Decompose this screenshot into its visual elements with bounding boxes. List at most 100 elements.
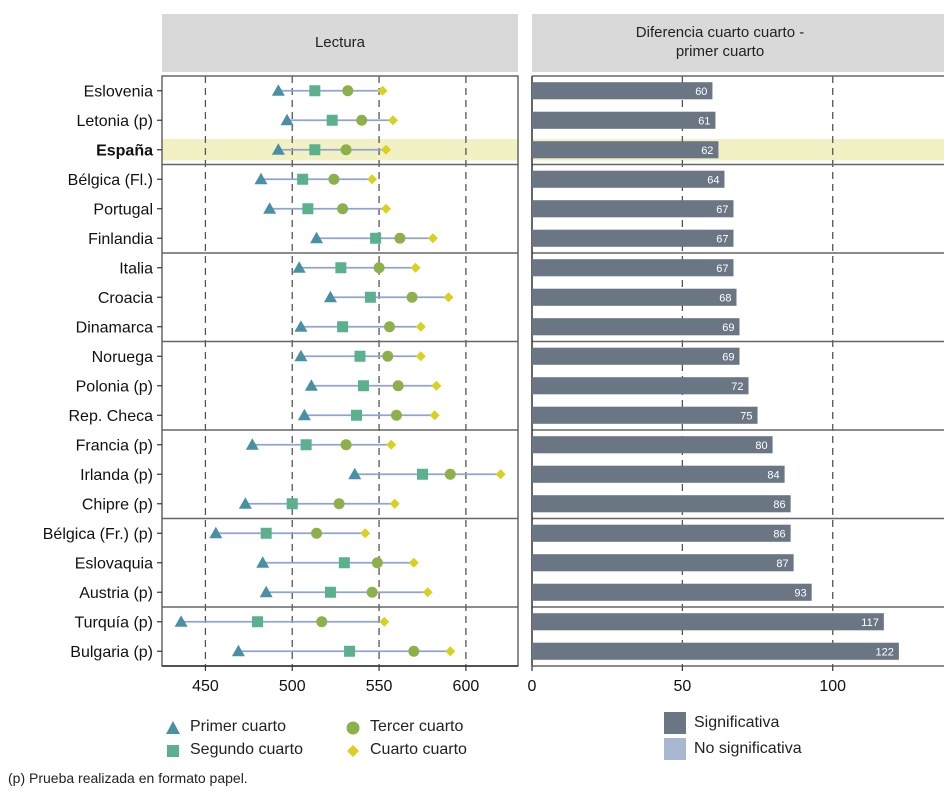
point-tercer xyxy=(340,144,352,156)
point-primer xyxy=(231,644,245,657)
point-tercer xyxy=(383,321,395,333)
point-primer xyxy=(256,556,270,568)
point-tercer xyxy=(311,527,323,539)
point-tercer xyxy=(392,380,404,392)
point-primer xyxy=(348,467,362,480)
category-label: Eslovaquia xyxy=(75,555,153,572)
legend-label: Segundo cuarto xyxy=(190,741,303,758)
point-segundo xyxy=(335,262,347,274)
bar xyxy=(532,406,758,424)
point-cuarto xyxy=(495,469,506,480)
category-label: Letonia (p) xyxy=(77,113,154,130)
bar xyxy=(532,141,719,159)
point-primer xyxy=(294,349,308,362)
point-segundo xyxy=(252,616,264,628)
point-segundo xyxy=(324,586,336,598)
point-segundo xyxy=(350,409,362,421)
point-cuarto xyxy=(386,439,397,450)
bar-value-label: 122 xyxy=(876,646,894,658)
category-label: Rep. Checa xyxy=(69,408,154,425)
bar-value-label: 87 xyxy=(776,558,788,570)
point-tercer xyxy=(408,645,420,657)
bar-value-label: 117 xyxy=(861,617,879,629)
point-cuarto xyxy=(387,115,398,126)
x-tick-label: 0 xyxy=(528,678,537,695)
point-cuarto xyxy=(431,380,442,391)
panel-title-left: Lectura xyxy=(315,34,366,51)
x-tick-label: 50 xyxy=(673,678,691,695)
bar-value-label: 61 xyxy=(698,115,710,127)
x-tick-label: 100 xyxy=(819,678,846,695)
point-segundo xyxy=(357,380,369,392)
point-tercer xyxy=(390,409,402,421)
point-cuarto xyxy=(381,203,392,214)
legend-label: Tercer cuarto xyxy=(370,718,464,735)
point-tercer xyxy=(356,114,368,126)
x-tick-label: 550 xyxy=(366,678,393,695)
point-primer xyxy=(304,379,318,391)
point-cuarto xyxy=(410,262,421,273)
bar xyxy=(532,554,794,572)
bar-value-label: 93 xyxy=(794,587,806,599)
point-primer xyxy=(259,585,273,598)
bar xyxy=(532,436,773,454)
panel-header-right xyxy=(532,14,944,72)
point-cuarto xyxy=(408,557,419,568)
point-tercer xyxy=(373,262,385,274)
bar-value-label: 80 xyxy=(755,440,767,452)
point-segundo xyxy=(344,645,356,657)
point-segundo xyxy=(286,498,298,510)
point-cuarto xyxy=(381,144,392,155)
bar xyxy=(532,170,725,188)
bar-value-label: 86 xyxy=(773,528,785,540)
category-label: Austria (p) xyxy=(79,585,153,602)
x-tick-label: 500 xyxy=(279,678,306,695)
point-primer xyxy=(310,231,324,244)
point-primer xyxy=(323,290,337,303)
bar xyxy=(532,465,785,483)
bar xyxy=(532,200,734,218)
point-tercer xyxy=(382,350,394,362)
category-label: Bélgica (Fl.) xyxy=(68,172,153,189)
point-cuarto xyxy=(415,351,426,362)
point-cuarto xyxy=(443,292,454,303)
panel-title-right: primer cuarto xyxy=(676,43,764,60)
point-segundo xyxy=(309,85,321,97)
bar-value-label: 60 xyxy=(695,86,707,98)
bar xyxy=(532,318,740,336)
point-cuarto xyxy=(427,233,438,244)
category-label: Portugal xyxy=(93,201,153,218)
bar xyxy=(532,288,737,306)
footnote: (p) Prueba realizada en formato papel. xyxy=(8,770,248,786)
point-tercer xyxy=(342,85,354,97)
bar-value-label: 67 xyxy=(716,263,728,275)
point-tercer xyxy=(316,616,328,628)
bar-value-label: 67 xyxy=(716,233,728,245)
panel-title-right: Diferencia cuarto cuarto - xyxy=(636,24,804,41)
point-cuarto xyxy=(422,587,433,598)
category-label: Croacia xyxy=(98,290,153,307)
category-label: Dinamarca xyxy=(76,319,153,336)
point-primer xyxy=(297,408,311,421)
point-cuarto xyxy=(360,528,371,539)
point-cuarto xyxy=(377,85,388,96)
bar xyxy=(532,229,734,247)
point-cuarto xyxy=(379,616,390,627)
point-primer xyxy=(271,143,285,155)
point-tercer xyxy=(366,586,378,598)
point-tercer xyxy=(394,232,406,244)
square-icon xyxy=(167,745,179,757)
point-segundo xyxy=(300,439,312,451)
point-tercer xyxy=(328,173,340,185)
bar-value-label: 86 xyxy=(773,499,785,511)
bar-value-label: 67 xyxy=(716,204,728,216)
legend-label: Primer cuarto xyxy=(190,718,287,735)
point-primer xyxy=(209,526,223,539)
category-label: Bélgica (Fr.) (p) xyxy=(43,526,153,543)
point-cuarto xyxy=(429,410,440,421)
bar xyxy=(532,259,734,277)
point-cuarto xyxy=(389,498,400,509)
bar xyxy=(532,583,812,601)
point-segundo xyxy=(354,350,366,362)
legend-label: Significativa xyxy=(694,714,780,731)
